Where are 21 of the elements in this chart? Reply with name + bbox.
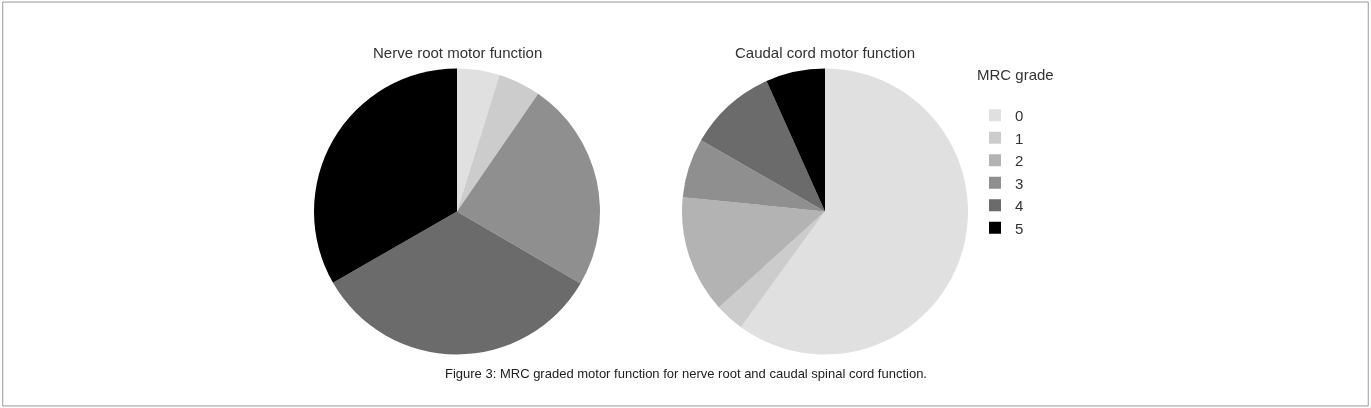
legend-label: 4 xyxy=(1015,197,1024,215)
pie-slice xyxy=(333,211,581,355)
pie-slice xyxy=(457,74,539,212)
legend-label: 3 xyxy=(1015,174,1024,192)
caption: Figure 3: MRC graded motor function for nerve root and caudal spinal cord function. xyxy=(445,366,927,381)
pie-slice xyxy=(766,68,825,212)
legend-label: 2 xyxy=(1015,152,1024,170)
pie-slice xyxy=(457,93,600,284)
legend-title: MRC grade xyxy=(977,65,1054,83)
pie-slice xyxy=(701,80,825,212)
chart-title: Caudal cord motor function xyxy=(735,44,916,61)
legend-label: 1 xyxy=(1015,129,1024,147)
legend-label: 5 xyxy=(1015,219,1024,237)
pie-slice xyxy=(718,211,825,328)
chart-title: Nerve root motor function xyxy=(373,44,543,61)
pie-slice xyxy=(740,68,968,355)
pie-slice xyxy=(457,68,500,212)
pie-slice xyxy=(314,68,457,283)
pie-slice xyxy=(682,140,825,212)
legend-label: 0 xyxy=(1015,107,1024,125)
pie-slice xyxy=(682,197,825,308)
